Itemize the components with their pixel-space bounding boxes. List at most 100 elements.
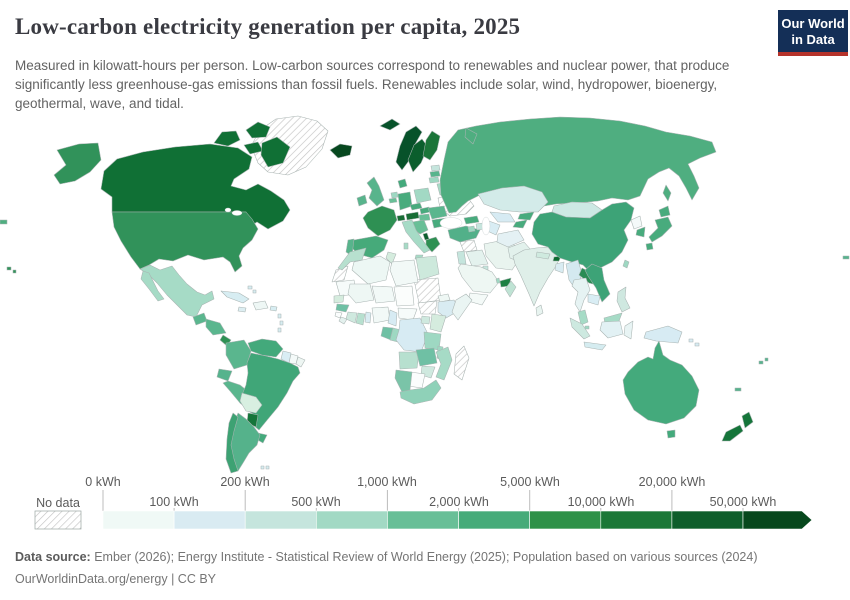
country-madagascar[interactable]	[453, 345, 470, 381]
country-tajikistan[interactable]	[512, 219, 528, 229]
country-solomon-islands[interactable]	[688, 338, 700, 347]
country-bahamas[interactable]	[247, 285, 257, 294]
country-russia[interactable]	[439, 116, 717, 214]
country-honduras-nicaragua[interactable]	[205, 318, 227, 336]
country-new-guinea[interactable]	[643, 325, 683, 344]
country-kenya[interactable]	[429, 313, 447, 333]
country-russia-sakhalin[interactable]	[662, 184, 672, 202]
country-vietnam[interactable]	[584, 263, 611, 303]
country-finland[interactable]	[422, 130, 441, 161]
country-cameroon[interactable]	[387, 309, 398, 327]
country-georgia[interactable]	[463, 215, 480, 225]
country-poland[interactable]	[413, 187, 432, 204]
country-fiji[interactable]	[758, 357, 769, 365]
country-japan-honshu[interactable]	[648, 216, 673, 243]
country-france[interactable]	[362, 205, 398, 237]
country-armenia[interactable]	[467, 225, 476, 233]
country-hungary[interactable]	[418, 213, 431, 222]
country-falklands[interactable]	[260, 465, 270, 470]
country-hispaniola[interactable]	[252, 300, 269, 311]
country-ecuador[interactable]	[216, 368, 233, 382]
country-french-guiana[interactable]	[295, 356, 306, 368]
country-svalbard[interactable]	[379, 118, 401, 131]
country-india[interactable]	[512, 246, 561, 307]
legend-bin-3[interactable]	[244, 510, 317, 530]
legend-bin-7[interactable]	[529, 510, 602, 530]
country-mali[interactable]	[347, 283, 375, 304]
country-ghana[interactable]	[355, 312, 366, 326]
country-iraq[interactable]	[465, 249, 489, 267]
country-chile[interactable]	[225, 412, 239, 474]
country-south-sudan[interactable]	[417, 300, 438, 315]
country-iceland[interactable]	[329, 143, 353, 159]
legend-no-data-swatch[interactable]	[34, 510, 82, 530]
country-niger[interactable]	[371, 285, 396, 304]
country-russia-chukotka-sliver[interactable]	[0, 219, 8, 225]
country-albania[interactable]	[422, 232, 430, 241]
country-switzerland[interactable]	[396, 214, 406, 222]
country-russia-novaya-zemlya[interactable]	[464, 127, 478, 145]
country-uganda[interactable]	[420, 315, 431, 325]
country-jamaica[interactable]	[237, 306, 247, 313]
legend-bin-9[interactable]	[671, 510, 744, 530]
country-singapore[interactable]	[584, 325, 590, 330]
country-central-african-republic[interactable]	[397, 307, 418, 321]
country-uzbekistan[interactable]	[489, 211, 516, 223]
legend-bin-1[interactable]	[102, 510, 175, 530]
country-zambia[interactable]	[415, 347, 438, 367]
country-afghanistan[interactable]	[496, 229, 525, 248]
country-tasmania[interactable]	[666, 429, 676, 439]
country-italy[interactable]	[401, 219, 431, 254]
country-estonia[interactable]	[430, 164, 441, 172]
country-algeria[interactable]	[351, 255, 391, 285]
country-bangladesh[interactable]	[554, 261, 565, 274]
legend-bin-4[interactable]	[315, 510, 388, 530]
country-liberia[interactable]	[338, 316, 348, 325]
country-south-korea[interactable]	[635, 226, 646, 238]
legend-bin-5[interactable]	[387, 510, 459, 530]
country-kazakhstan[interactable]	[477, 185, 549, 213]
country-cambodia[interactable]	[587, 293, 601, 306]
country-hawaii[interactable]	[6, 266, 17, 274]
country-eritrea[interactable]	[437, 293, 451, 303]
country-syria[interactable]	[459, 239, 478, 253]
country-denmark[interactable]	[397, 178, 408, 189]
country-chad[interactable]	[393, 285, 415, 307]
country-togo-benin[interactable]	[364, 311, 372, 324]
country-namibia[interactable]	[394, 369, 413, 393]
country-japan-hokkaido[interactable]	[658, 205, 671, 218]
country-nigeria[interactable]	[371, 306, 391, 324]
country-sri-lanka[interactable]	[535, 304, 544, 317]
country-indonesia-sulawesi[interactable]	[623, 320, 634, 340]
country-saudi-arabia[interactable]	[457, 263, 500, 294]
country-nepal[interactable]	[535, 251, 551, 260]
country-south-africa[interactable]	[399, 379, 442, 405]
country-venezuela[interactable]	[247, 338, 284, 358]
country-new-zealand-north[interactable]	[741, 411, 754, 429]
country-canada-arctic-2[interactable]	[245, 121, 271, 139]
country-canada-baffin[interactable]	[260, 136, 291, 168]
country-norway[interactable]	[395, 125, 423, 171]
country-italy-sardinia[interactable]	[403, 242, 409, 250]
country-taiwan[interactable]	[622, 259, 630, 269]
country-australia[interactable]	[622, 340, 700, 425]
country-czechia[interactable]	[409, 202, 423, 211]
country-thailand[interactable]	[571, 277, 591, 313]
owid-url-link[interactable]: OurWorldinData.org/energy | CC BY	[15, 571, 217, 586]
country-canada[interactable]	[100, 143, 291, 230]
country-lithuania[interactable]	[428, 176, 440, 184]
country-ireland[interactable]	[356, 194, 368, 207]
country-north-korea[interactable]	[630, 215, 643, 230]
country-uk[interactable]	[366, 176, 385, 207]
country-canada-arctic-1[interactable]	[213, 130, 241, 147]
country-belgium[interactable]	[388, 197, 398, 204]
country-netherlands[interactable]	[390, 191, 399, 199]
country-egypt[interactable]	[415, 255, 440, 281]
country-mozambique[interactable]	[435, 346, 453, 381]
country-china[interactable]	[531, 201, 635, 273]
country-kyrgyzstan[interactable]	[517, 211, 535, 221]
country-latvia[interactable]	[429, 170, 441, 178]
country-mexico[interactable]	[139, 264, 215, 318]
country-austria[interactable]	[405, 211, 420, 221]
country-angola[interactable]	[398, 351, 420, 370]
